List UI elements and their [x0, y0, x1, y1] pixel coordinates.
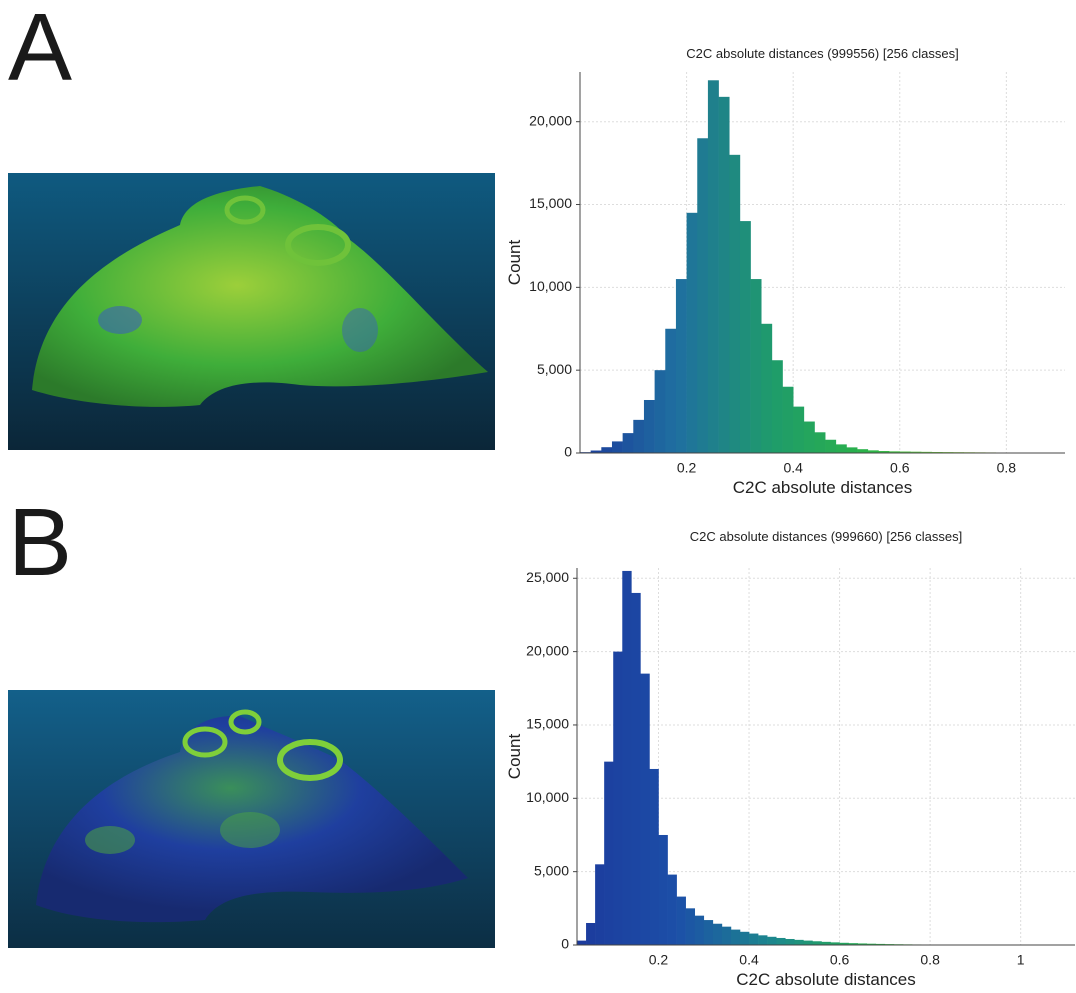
bar — [722, 927, 731, 945]
x-tick-label: 0.4 — [783, 460, 803, 476]
bar — [631, 593, 640, 945]
bar — [697, 138, 708, 453]
x-tick-label: 1 — [1017, 952, 1025, 968]
y-tick-label: 15,000 — [529, 195, 572, 211]
bar — [804, 422, 815, 453]
bar — [668, 875, 677, 945]
bar — [623, 433, 634, 453]
bar — [783, 387, 794, 453]
bar — [704, 920, 713, 945]
bar — [767, 937, 776, 945]
bar — [740, 932, 749, 945]
bar — [622, 571, 631, 945]
y-tick-label: 10,000 — [526, 789, 569, 805]
panel-label: A — [8, 0, 72, 101]
bar — [687, 213, 698, 453]
bar — [825, 440, 836, 453]
bar — [793, 407, 804, 453]
x-tick-label: 0.8 — [997, 460, 1017, 476]
bar — [761, 324, 772, 453]
x-tick-label: 0.2 — [649, 952, 669, 968]
bar — [713, 924, 722, 945]
bar — [633, 420, 644, 453]
y-tick-label: 5,000 — [537, 361, 572, 377]
y-tick-label: 20,000 — [529, 112, 572, 128]
x-tick-label: 0.4 — [739, 952, 759, 968]
bar — [846, 447, 857, 453]
y-axis-label: Count — [505, 240, 524, 286]
bar — [677, 897, 686, 945]
bar — [586, 923, 595, 945]
x-tick-label: 0.6 — [890, 460, 910, 476]
bar — [729, 155, 740, 453]
chart-title: C2C absolute distances (999556) [256 cla… — [686, 46, 958, 61]
bar — [776, 938, 785, 945]
bar — [803, 941, 812, 945]
bar — [601, 447, 612, 453]
panel-label: B — [8, 489, 72, 596]
bar — [658, 835, 667, 945]
bar — [751, 279, 762, 453]
bar — [836, 444, 847, 453]
y-tick-label: 20,000 — [526, 642, 569, 658]
bar — [612, 441, 623, 453]
bar — [665, 329, 676, 453]
bar — [812, 941, 821, 945]
render-a — [8, 173, 495, 450]
bar — [740, 221, 751, 453]
bar — [719, 97, 730, 453]
y-tick-label: 0 — [561, 936, 569, 952]
x-tick-label: 0.6 — [830, 952, 850, 968]
bar — [644, 400, 655, 453]
y-tick-label: 15,000 — [526, 716, 569, 732]
bar — [604, 762, 613, 945]
bar — [794, 940, 803, 945]
y-tick-label: 25,000 — [526, 569, 569, 585]
bar — [749, 934, 758, 945]
bar — [640, 674, 649, 945]
x-tick-label: 0.8 — [920, 952, 940, 968]
bar — [676, 279, 687, 453]
bar — [686, 908, 695, 945]
render-b — [8, 690, 495, 948]
y-tick-label: 0 — [564, 444, 572, 460]
y-tick-label: 5,000 — [534, 862, 569, 878]
bar — [595, 864, 604, 945]
x-tick-label: 0.2 — [677, 460, 697, 476]
bar — [815, 432, 826, 453]
chart-title: C2C absolute distances (999660) [256 cla… — [690, 529, 962, 544]
bar — [758, 935, 767, 945]
bar — [613, 652, 622, 945]
bar — [708, 80, 719, 453]
x-axis-label: C2C absolute distances — [733, 478, 913, 497]
x-axis-label: C2C absolute distances — [736, 970, 916, 989]
bar — [785, 939, 794, 945]
bar — [649, 769, 658, 945]
bar — [857, 449, 868, 453]
bar — [577, 941, 586, 945]
bar — [772, 360, 783, 453]
y-axis-label: Count — [505, 734, 524, 780]
figure: A C2C absolute distances (999556) [256 cl… — [0, 0, 1076, 993]
bar — [655, 370, 666, 453]
bar — [695, 916, 704, 945]
y-tick-label: 10,000 — [529, 278, 572, 294]
bar — [731, 930, 740, 945]
